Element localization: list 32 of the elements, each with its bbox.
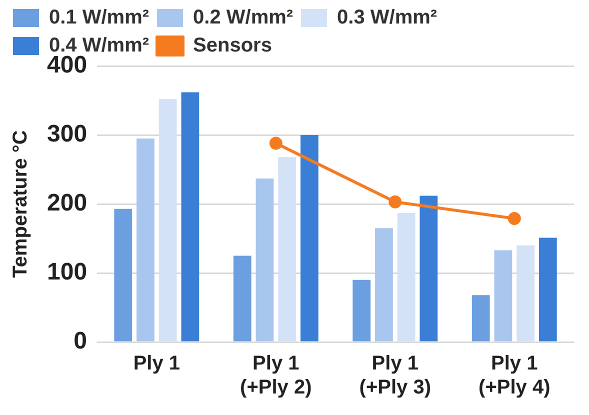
y-tick-label: 0 xyxy=(74,328,88,355)
bar xyxy=(278,157,296,342)
x-tick-label: Ply 1 xyxy=(133,352,180,375)
point xyxy=(508,212,521,225)
bar xyxy=(352,280,371,342)
bar xyxy=(158,99,177,342)
bar xyxy=(375,228,393,342)
bar xyxy=(136,138,154,342)
bar xyxy=(516,245,534,342)
bar xyxy=(233,256,252,342)
bar xyxy=(494,250,512,342)
legend-label: Sensors xyxy=(193,34,272,57)
y-tick-label: 100 xyxy=(46,258,88,286)
bar xyxy=(114,208,132,342)
bar xyxy=(397,212,416,342)
legend-label: 0.3 W/mm² xyxy=(337,6,438,29)
bar xyxy=(256,178,274,342)
bar xyxy=(420,196,438,342)
x-tick-label: Ply 1 (+Ply 4) xyxy=(478,352,550,399)
bar xyxy=(300,135,318,342)
y-tick-label: 200 xyxy=(46,190,88,217)
bar xyxy=(472,295,490,342)
point xyxy=(269,136,282,150)
y-tick-label: 300 xyxy=(46,120,88,148)
y-axis-title: Temperature °C xyxy=(10,130,32,278)
x-tick-label: Ply 1 (+Ply 2) xyxy=(240,352,312,399)
bar xyxy=(538,238,557,342)
bar xyxy=(181,92,200,342)
x-tick-label: Ply 1 (+Ply 3) xyxy=(359,352,431,399)
legend-label: 0.1 W/mm² xyxy=(49,6,150,29)
legend-label: 0.2 W/mm² xyxy=(193,6,294,29)
point xyxy=(388,195,402,208)
